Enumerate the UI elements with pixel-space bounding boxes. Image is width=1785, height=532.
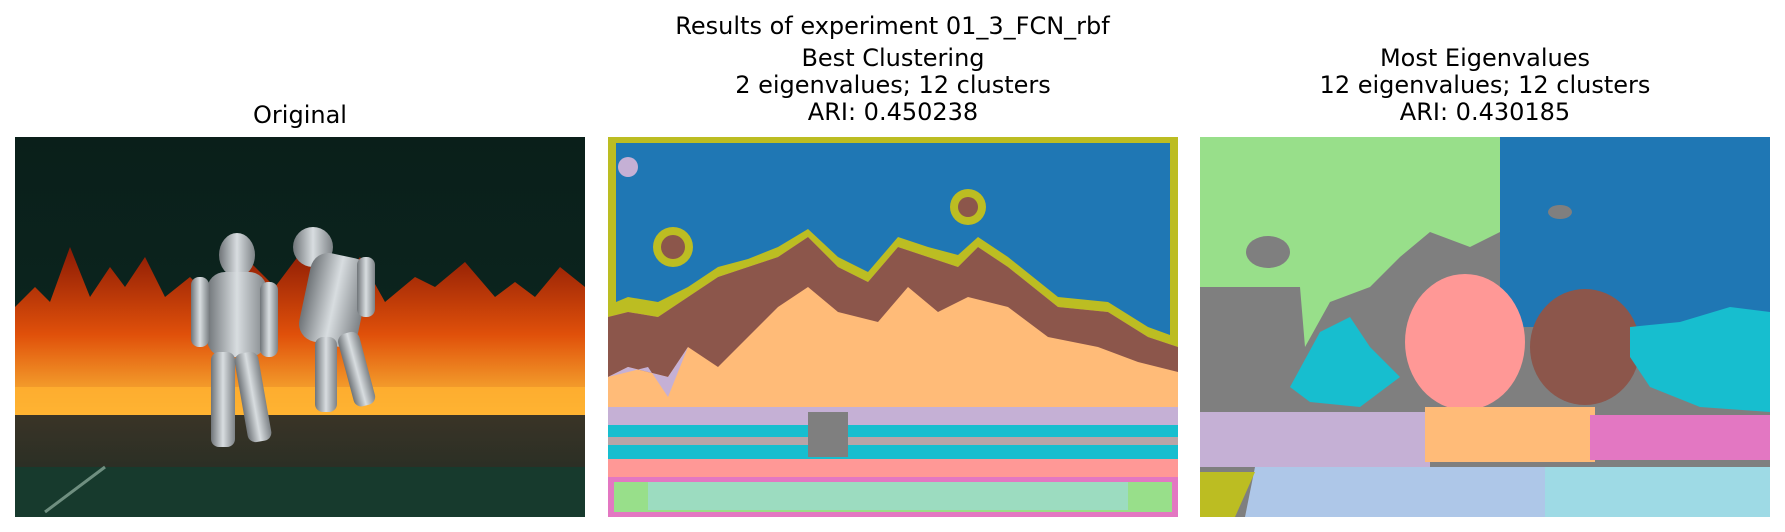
panel-most-title-line1: Most Eigenvalues xyxy=(1379,44,1591,72)
firefighter-right xyxy=(293,227,376,412)
best-clustering-map xyxy=(608,137,1178,517)
panel-most-eigenvalues: Most Eigenvalues 12 eigenvalues; 12 clus… xyxy=(1200,0,1770,532)
original-image xyxy=(15,137,585,517)
most-eigenvalues-map xyxy=(1200,137,1770,517)
panel-most-title-line2: 12 eigenvalues; 12 clusters xyxy=(1319,71,1651,99)
panel-most-title-line3: ARI: 0.430185 xyxy=(1399,98,1571,126)
panel-best-title-line1: Best Clustering xyxy=(801,44,985,72)
original-photo xyxy=(15,137,585,517)
panel-original: Original xyxy=(15,0,585,532)
panel-best-title-line2: 2 eigenvalues; 12 clusters xyxy=(735,71,1051,99)
firefighter-left xyxy=(191,233,278,447)
panel-best-clustering: Best Clustering 2 eigenvalues; 12 cluste… xyxy=(608,0,1178,532)
figure-suptitle: Results of experiment 01_3_FCN_rbf xyxy=(675,12,1110,40)
most-eigenvalues-image xyxy=(1200,137,1770,517)
panel-original-title: Original xyxy=(253,101,347,129)
best-clustering-image xyxy=(608,137,1178,517)
panel-best-title-line3: ARI: 0.450238 xyxy=(807,98,979,126)
